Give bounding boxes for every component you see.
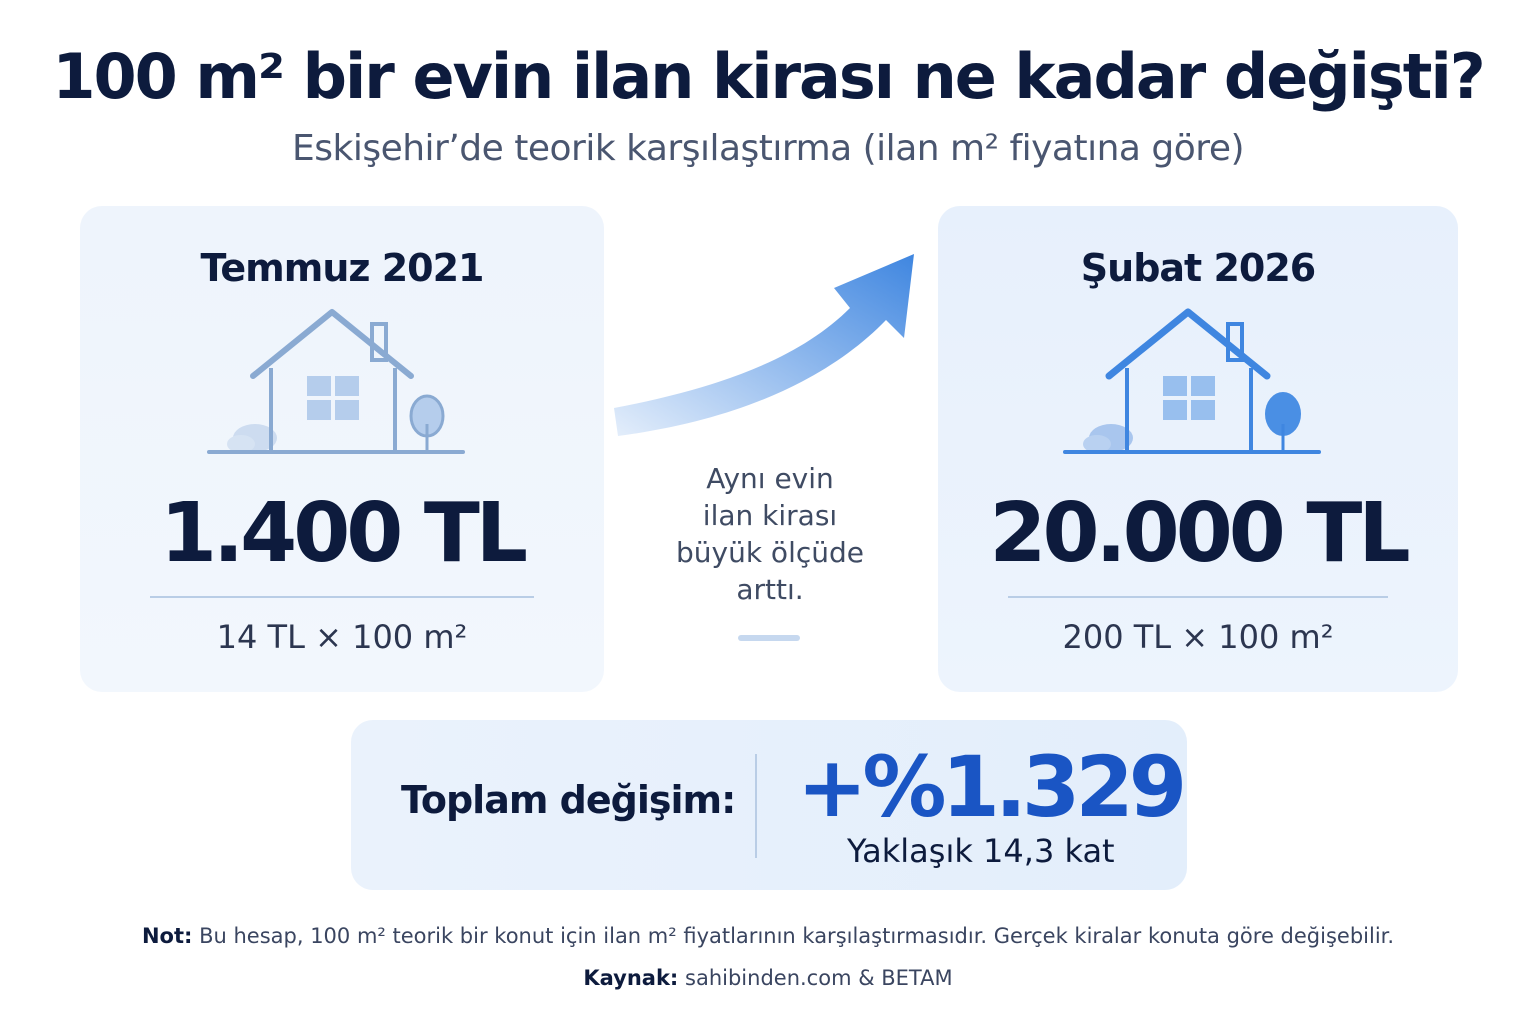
card-feb-2026: Şubat 2026 20.000 TL 200 TL × 100 m² [938,206,1458,692]
total-separator [755,754,757,858]
middle-divider [738,635,800,641]
middle-line: Aynı evin [706,462,834,495]
note-label: Not: [141,924,193,948]
card-date-left: Temmuz 2021 [200,246,485,290]
total-multiplier: Yaklaşık 14,3 kat [847,832,1115,870]
price-right: 20.000 TL [989,486,1410,581]
middle-line: ilan kirası [702,499,838,532]
page-subtitle: Eskişehir’de teorik karşılaştırma (ilan … [291,128,1245,169]
card-date-right: Şubat 2026 [1080,246,1316,290]
house-icon [1063,308,1321,454]
divider-right [1008,596,1388,598]
middle-text: Aynı evin ilan kirası büyük ölçüde arttı… [650,460,890,608]
source-label: Kaynak: [583,966,679,990]
total-label: Toplam değişim: [401,778,736,822]
formula-right: 200 TL × 100 m² [1062,618,1334,656]
arrow-up-right-icon [614,254,914,436]
page-title: 100 m² bir evin ilan kirası ne kadar değ… [52,40,1485,113]
price-left: 1.400 TL [159,486,528,581]
total-change-box: Toplam değişim: +%1.329 Yaklaşık 14,3 ka… [351,720,1187,890]
formula-left: 14 TL × 100 m² [216,618,468,656]
source-line: Kaynak: sahibinden.com & BETAM [0,966,1536,990]
card-july-2021: Temmuz 2021 1.400 TL 14 TL × 100 m² [80,206,604,692]
source-text: sahibinden.com & BETAM [678,966,953,990]
total-value: +%1.329 [797,738,1187,836]
house-icon [207,309,465,454]
middle-line: arttı. [736,573,804,606]
middle-line: büyük ölçüde [675,536,864,569]
divider-left [150,596,534,598]
footnote: Not: Bu hesap, 100 m² teorik bir konut i… [0,924,1536,948]
note-text: Bu hesap, 100 m² teorik bir konut için i… [192,924,1395,948]
